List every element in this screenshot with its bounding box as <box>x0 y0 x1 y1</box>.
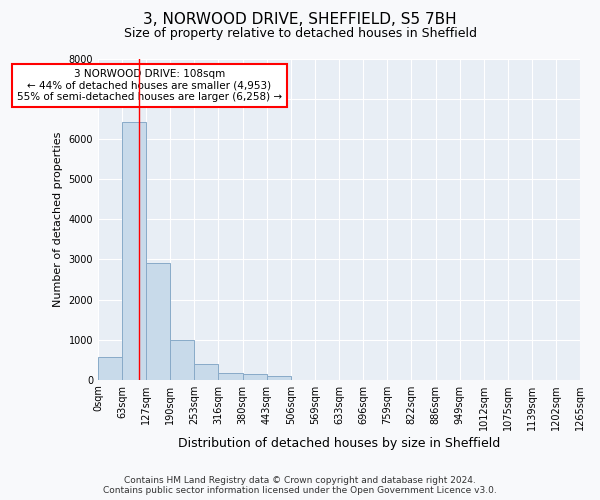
Text: Contains HM Land Registry data © Crown copyright and database right 2024.
Contai: Contains HM Land Registry data © Crown c… <box>103 476 497 495</box>
Bar <box>267 376 291 380</box>
Text: 3, NORWOOD DRIVE, SHEFFIELD, S5 7BH: 3, NORWOOD DRIVE, SHEFFIELD, S5 7BH <box>143 12 457 28</box>
Text: 3 NORWOOD DRIVE: 108sqm
← 44% of detached houses are smaller (4,953)
55% of semi: 3 NORWOOD DRIVE: 108sqm ← 44% of detache… <box>17 69 282 102</box>
Bar <box>170 340 194 380</box>
Bar <box>218 373 243 380</box>
Bar <box>122 122 146 380</box>
Bar <box>194 364 218 380</box>
Bar <box>243 374 267 380</box>
Bar <box>146 262 170 380</box>
Y-axis label: Number of detached properties: Number of detached properties <box>53 132 63 307</box>
X-axis label: Distribution of detached houses by size in Sheffield: Distribution of detached houses by size … <box>178 437 500 450</box>
Bar <box>98 357 122 380</box>
Text: Size of property relative to detached houses in Sheffield: Size of property relative to detached ho… <box>124 28 476 40</box>
